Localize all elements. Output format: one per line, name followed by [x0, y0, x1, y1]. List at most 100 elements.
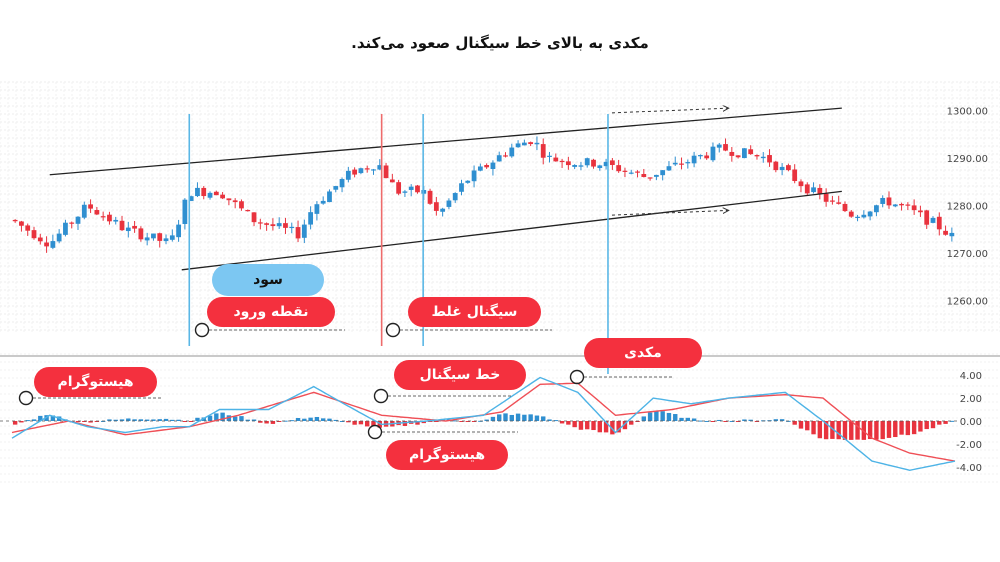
candle: [358, 168, 364, 174]
histogram-bar: [673, 414, 678, 421]
histogram-bar: [698, 420, 703, 422]
histogram-bar: [163, 418, 169, 421]
histogram-label-center: هیستوگرام: [386, 440, 508, 470]
histogram-bar: [214, 413, 219, 421]
candle: [44, 242, 49, 247]
candle: [609, 160, 615, 165]
candle: [12, 219, 18, 222]
histogram-bar: [327, 418, 332, 421]
histogram-bar: [616, 421, 621, 433]
candle: [308, 212, 314, 225]
candle: [396, 182, 402, 194]
candle: [151, 233, 156, 239]
candle: [188, 196, 194, 201]
histogram-bar: [352, 421, 357, 425]
histogram-bar: [100, 420, 106, 422]
price-axis: 1300.00 1290.00 1280.00 1270.00 1260.00: [947, 107, 988, 308]
histogram-label-left: هیستوگرام: [34, 367, 157, 397]
candle: [496, 155, 502, 162]
candle: [716, 144, 722, 148]
grid: [0, 81, 1000, 483]
candle: [949, 232, 955, 237]
candle: [635, 171, 640, 173]
candle: [364, 168, 370, 170]
histogram-bar: [75, 421, 81, 423]
histogram-bar: [471, 421, 477, 422]
candle: [742, 148, 747, 159]
histogram-bar: [38, 415, 43, 421]
candle: [75, 216, 81, 224]
histogram-bar: [289, 420, 294, 422]
histogram-bar: [119, 419, 125, 421]
histogram-bar: [94, 421, 100, 422]
candle: [704, 155, 710, 159]
candle: [515, 143, 521, 148]
candle: [553, 157, 559, 162]
histogram-bar: [559, 421, 565, 424]
histogram-bar: [465, 421, 470, 422]
candle: [452, 193, 458, 201]
histogram-bar: [207, 415, 213, 421]
candle: [672, 162, 678, 165]
price-tick-label: 1270.00: [947, 249, 988, 260]
chart-caption: مکدی به بالای خط سیگنال صعود می‌کند.: [351, 34, 649, 52]
candle: [251, 212, 257, 223]
histogram-bar: [264, 421, 269, 424]
candle: [25, 225, 31, 231]
candle: [817, 187, 823, 194]
histogram-bar: [402, 421, 408, 426]
histogram-bar: [893, 421, 898, 438]
histogram-bar: [748, 419, 753, 421]
candle: [415, 185, 420, 193]
candle: [465, 180, 471, 183]
candle: [484, 165, 490, 168]
histogram-bar: [515, 413, 521, 421]
macd-tick-label: -2.00: [956, 440, 982, 451]
histogram-bar: [578, 421, 584, 430]
candle: [245, 210, 251, 212]
histogram-bar: [497, 414, 502, 421]
histogram-bar: [541, 416, 546, 421]
candle: [213, 191, 219, 196]
candle: [100, 216, 106, 218]
candle: [723, 144, 728, 151]
candles: [12, 136, 955, 253]
false-signal-label: سیگنال غلط: [408, 297, 541, 327]
histogram-bar: [245, 419, 250, 421]
histogram-bar: [886, 421, 892, 438]
histogram-bar: [547, 419, 552, 421]
histogram-bar: [12, 421, 18, 425]
candle: [836, 202, 842, 204]
candle: [264, 223, 269, 225]
candle: [930, 217, 936, 223]
histogram-bar: [823, 421, 829, 440]
candle: [653, 174, 659, 177]
histogram-bar: [239, 416, 244, 421]
candle: [540, 144, 546, 158]
candle: [289, 226, 295, 229]
macd-tick-label: -4.00: [956, 463, 982, 474]
histogram-bar: [792, 421, 797, 425]
histogram-bar: [911, 421, 917, 435]
candle: [232, 200, 238, 203]
candle: [666, 166, 672, 171]
candle: [176, 224, 181, 238]
annotation-circle: [194, 322, 210, 338]
histogram-bar: [528, 414, 533, 421]
candle: [50, 241, 56, 248]
candle: [383, 165, 389, 179]
candle: [880, 197, 886, 204]
candle: [125, 227, 131, 232]
candle: [754, 155, 760, 157]
candle: [509, 147, 515, 157]
candle: [138, 228, 144, 240]
candle: [371, 169, 376, 171]
annotation-circle: [569, 369, 585, 385]
histogram-bar: [346, 421, 351, 423]
histogram-bar: [522, 414, 527, 421]
histogram-bar: [572, 421, 577, 428]
candle: [565, 161, 571, 166]
histogram-bar: [880, 421, 885, 440]
histogram-bar: [138, 419, 144, 421]
candle: [408, 186, 414, 190]
